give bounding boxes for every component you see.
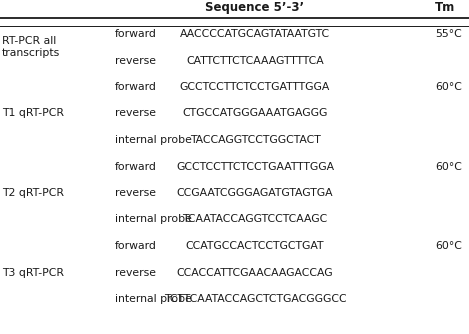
Text: Sequence 5’-3’: Sequence 5’-3’ xyxy=(205,1,304,14)
Text: TCAATACCAGGTCCTCAAGC: TCAATACCAGGTCCTCAAGC xyxy=(182,214,328,224)
Text: forward: forward xyxy=(115,29,157,39)
Text: CTGCCATGGGAAATGAGGG: CTGCCATGGGAAATGAGGG xyxy=(182,109,328,119)
Text: CCATGCCACTCCTGCTGAT: CCATGCCACTCCTGCTGAT xyxy=(186,241,324,251)
Text: reverse: reverse xyxy=(115,188,156,198)
Text: CATTCTTCTCAAAGTTTTCA: CATTCTTCTCAAAGTTTTCA xyxy=(186,55,324,65)
Text: forward: forward xyxy=(115,162,157,171)
Text: 60°C: 60°C xyxy=(435,82,462,92)
Text: 60°C: 60°C xyxy=(435,162,462,171)
Text: CCGAATCGGGAGATGTAGTGA: CCGAATCGGGAGATGTAGTGA xyxy=(177,188,333,198)
Text: internal probe: internal probe xyxy=(115,214,192,224)
Text: T1 qRT-PCR: T1 qRT-PCR xyxy=(2,109,64,119)
Text: TACCAGGTCCTGGCTACT: TACCAGGTCCTGGCTACT xyxy=(189,135,320,145)
Text: T3 qRT-PCR: T3 qRT-PCR xyxy=(2,268,64,278)
Text: reverse: reverse xyxy=(115,55,156,65)
Text: reverse: reverse xyxy=(115,109,156,119)
Text: T2 qRT-PCR: T2 qRT-PCR xyxy=(2,188,64,198)
Text: TCTTCAATACCAGCTCTGACGGGCC: TCTTCAATACCAGCTCTGACGGGCC xyxy=(164,294,346,304)
Text: 60°C: 60°C xyxy=(435,241,462,251)
Text: AACCCCATGCAGTATAATGTC: AACCCCATGCAGTATAATGTC xyxy=(180,29,330,39)
Text: RT-PCR all
transcripts: RT-PCR all transcripts xyxy=(2,36,60,58)
Text: forward: forward xyxy=(115,241,157,251)
Text: internal probe: internal probe xyxy=(115,135,192,145)
Text: 55°C: 55°C xyxy=(435,29,462,39)
Text: GCCTCCTTCTCCTGAATTTGGA: GCCTCCTTCTCCTGAATTTGGA xyxy=(176,162,334,171)
Text: Tm: Tm xyxy=(435,1,455,14)
Text: CCACCATTCGAACAAGACCAG: CCACCATTCGAACAAGACCAG xyxy=(177,268,333,278)
Text: GCCTCCTTCTCCTGATTTGGA: GCCTCCTTCTCCTGATTTGGA xyxy=(180,82,330,92)
Text: forward: forward xyxy=(115,82,157,92)
Text: reverse: reverse xyxy=(115,268,156,278)
Text: internal probe: internal probe xyxy=(115,294,192,304)
